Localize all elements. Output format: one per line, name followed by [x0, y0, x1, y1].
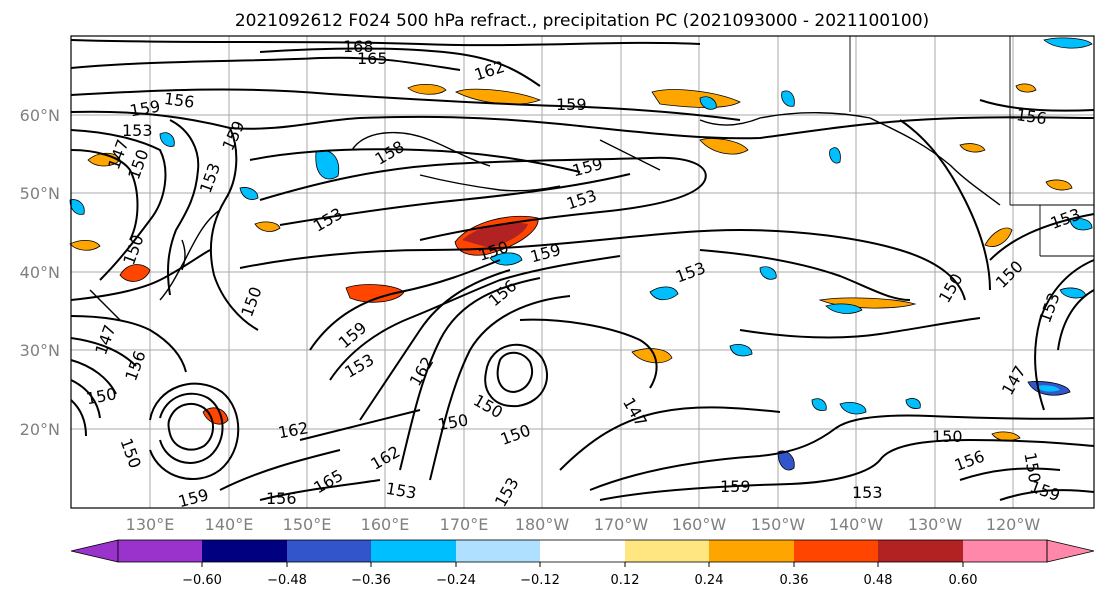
colorbar-segment: [709, 540, 794, 562]
colorbar-low-extension: [70, 539, 119, 563]
lon-label: 130°E: [126, 515, 175, 534]
latitude-labels: 60°N 50°N 40°N 30°N 20°N: [20, 106, 60, 439]
colorbar-segment: [456, 540, 540, 562]
contour-label: 156: [1015, 105, 1048, 128]
contour-label: 168: [343, 37, 374, 56]
map-panel: 168 165 162 159 156 156 159 153 150 147 …: [69, 35, 1095, 511]
contour-label: 153: [852, 483, 883, 502]
colorbar-tick-label: −0.48: [267, 573, 307, 588]
contour-label: 159: [556, 95, 587, 114]
lon-label: 130°W: [908, 515, 963, 534]
lon-label: 150°W: [751, 515, 806, 534]
colorbar-tick-label: −0.24: [436, 573, 476, 588]
contour-label: 165: [357, 49, 388, 68]
map-title: 2021092612 F024 500 hPa refract., precip…: [235, 11, 929, 31]
colorbar-tick-label: 0.24: [695, 573, 724, 588]
contour-label: 156: [163, 89, 196, 112]
graticule: [71, 36, 1094, 508]
colorbar-tick-label: −0.12: [520, 573, 560, 588]
lon-label: 170°W: [594, 515, 649, 534]
lon-label: 160°E: [361, 515, 410, 534]
lat-label: 50°N: [20, 184, 60, 203]
colorbar-ticks: [201, 562, 964, 567]
lon-label: 150°E: [283, 515, 332, 534]
lon-label: 140°W: [829, 515, 884, 534]
lat-label: 20°N: [20, 420, 60, 439]
map-border: [70, 35, 1095, 509]
contour-label: 153: [122, 121, 153, 140]
colorbar-tick-label: 0.48: [864, 573, 893, 588]
colorbar-segment: [878, 540, 963, 562]
lat-label: 60°N: [20, 106, 60, 125]
refractivity-contours: [70, 39, 1095, 501]
colorbar-segment: [118, 540, 202, 562]
lat-label: 40°N: [20, 263, 60, 282]
colorbar-segment: [540, 540, 625, 562]
longitude-labels: 130°E 140°E 150°E 160°E 170°E 180°W 170°…: [126, 515, 1041, 534]
contour-label: 150: [932, 427, 963, 446]
lon-label: 120°W: [986, 515, 1041, 534]
colorbar-tick-label: 0.60: [949, 573, 978, 588]
lon-label: 180°W: [515, 515, 570, 534]
lat-label: 30°N: [20, 341, 60, 360]
coastlines: [89, 112, 1001, 321]
colorbar-segment: [202, 540, 287, 562]
contour-label: 156: [266, 489, 297, 508]
colorbar-segment: [625, 540, 709, 562]
colorbar-segment: [371, 540, 456, 562]
colorbar-tick-label: 0.12: [611, 573, 640, 588]
colorbar-tick-label: −0.36: [351, 573, 391, 588]
colorbar-outline: [117, 539, 1048, 563]
lon-label: 170°E: [440, 515, 489, 534]
colorbar-high-extension: [1046, 539, 1095, 563]
colorbar-segment: [963, 540, 1047, 562]
colorbar-tick-label: −0.60: [182, 573, 222, 588]
lon-label: 160°W: [672, 515, 727, 534]
colorbar-segment: [287, 540, 371, 562]
colorbar-segment: [794, 540, 878, 562]
contour-label: 159: [720, 477, 751, 496]
lon-label: 140°E: [205, 515, 254, 534]
colorbar: −0.60 −0.48 −0.36 −0.24 −0.12 0.12 0.24 …: [70, 539, 1095, 588]
colorbar-tick-label: 0.36: [780, 573, 809, 588]
